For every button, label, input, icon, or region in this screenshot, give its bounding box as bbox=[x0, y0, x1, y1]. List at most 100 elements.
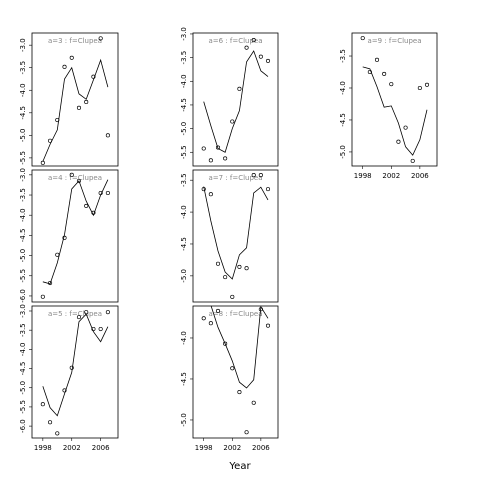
y-tick-label: -6.0 bbox=[19, 419, 27, 433]
y-tick-label: -5.0 bbox=[180, 122, 188, 136]
y-tick-label: -4.5 bbox=[180, 98, 188, 112]
data-point bbox=[230, 366, 235, 371]
data-point bbox=[98, 326, 103, 332]
data-point bbox=[389, 82, 394, 87]
data-point bbox=[55, 431, 60, 436]
data-point bbox=[417, 85, 422, 91]
plot-area bbox=[40, 36, 110, 165]
data-point bbox=[403, 125, 408, 130]
data-point bbox=[62, 64, 67, 69]
panel-title: a=3 : f=Clupea bbox=[48, 37, 102, 45]
panel-frame bbox=[192, 169, 279, 303]
data-point bbox=[40, 294, 45, 299]
x-tick-label: 1998 bbox=[34, 444, 52, 452]
y-tick-label: -4.0 bbox=[19, 208, 27, 222]
x-tick-label: 2002 bbox=[382, 172, 400, 180]
data-point bbox=[76, 315, 82, 320]
plot-area bbox=[360, 36, 430, 163]
data-point bbox=[91, 74, 96, 79]
y-tick-label: -4.5 bbox=[339, 113, 347, 127]
y-tick-label: -4.5 bbox=[19, 106, 27, 120]
y-tick-label: -5.5 bbox=[180, 145, 188, 159]
x-tick-label: 2006 bbox=[252, 444, 270, 452]
plot-area bbox=[201, 173, 271, 299]
y-tick-label: -3.5 bbox=[19, 188, 27, 202]
panel-title: a=7 : f=Clupea bbox=[208, 174, 262, 182]
data-point bbox=[237, 86, 242, 91]
y-tick-label: -5.0 bbox=[19, 129, 27, 143]
panel-title: a=4 : f=Clupea bbox=[48, 174, 102, 182]
data-point bbox=[105, 190, 110, 196]
y-tick-label: -3.0 bbox=[180, 27, 188, 41]
panel-title: a=6 : f=Clupea bbox=[208, 37, 262, 45]
data-point bbox=[396, 139, 401, 144]
data-point bbox=[105, 133, 110, 138]
plot-area bbox=[40, 310, 110, 436]
data-point bbox=[265, 58, 271, 63]
y-tick-label: -5.0 bbox=[19, 381, 27, 395]
y-tick-label: -4.5 bbox=[180, 237, 188, 251]
panel-frame bbox=[31, 305, 119, 439]
data-point bbox=[201, 146, 206, 151]
data-point bbox=[62, 388, 67, 393]
data-point bbox=[424, 82, 430, 87]
y-tick-label: -3.5 bbox=[180, 173, 188, 187]
panel-title: a=8 : f=Clupea bbox=[208, 310, 262, 318]
panel-frame bbox=[192, 305, 279, 439]
y-tick-label: -5.5 bbox=[19, 151, 27, 165]
data-point bbox=[208, 321, 213, 326]
data-point bbox=[410, 158, 415, 163]
data-point bbox=[237, 264, 242, 269]
y-tick-label: -5.5 bbox=[19, 269, 27, 283]
fitted-line bbox=[42, 58, 109, 162]
panel-frame bbox=[31, 32, 119, 167]
data-point bbox=[201, 316, 206, 321]
data-point bbox=[69, 172, 74, 177]
plot-area bbox=[201, 306, 271, 435]
y-tick-label: -3.5 bbox=[19, 61, 27, 75]
data-point bbox=[244, 266, 249, 271]
x-tick-label: 2006 bbox=[411, 172, 429, 180]
data-point bbox=[223, 341, 228, 346]
data-point bbox=[208, 192, 213, 197]
y-tick-label: -3.5 bbox=[19, 323, 27, 337]
y-tick-label: -4.0 bbox=[180, 205, 188, 219]
y-tick-label: -4.5 bbox=[180, 372, 188, 386]
x-axis-label: Year bbox=[228, 461, 251, 472]
x-tick-label: 1998 bbox=[354, 172, 372, 180]
panel-title: a=5 : f=Clupea bbox=[48, 310, 102, 318]
x-tick-label: 2002 bbox=[63, 444, 81, 452]
data-point bbox=[76, 105, 82, 110]
y-tick-label: -5.0 bbox=[19, 249, 27, 263]
fitted-line bbox=[203, 50, 269, 153]
data-point bbox=[215, 261, 221, 266]
x-tick-label: 2002 bbox=[223, 444, 241, 452]
y-tick-label: -4.0 bbox=[339, 81, 347, 95]
plot-area bbox=[201, 38, 271, 163]
y-tick-label: -5.0 bbox=[180, 413, 188, 427]
data-point bbox=[84, 99, 89, 105]
panel-frame bbox=[351, 32, 438, 167]
fitted-line bbox=[42, 179, 109, 285]
data-point bbox=[208, 158, 213, 163]
y-tick-label: -3.0 bbox=[19, 38, 27, 52]
y-tick-label: -3.5 bbox=[339, 49, 347, 63]
data-point bbox=[84, 203, 89, 208]
y-tick-label: -4.5 bbox=[19, 362, 27, 376]
data-point bbox=[258, 54, 263, 59]
data-point bbox=[237, 390, 242, 395]
y-tick-label: -5.0 bbox=[180, 269, 188, 283]
data-point bbox=[265, 323, 271, 328]
y-tick-label: -3.0 bbox=[19, 168, 27, 182]
y-tick-label: -6.0 bbox=[19, 289, 27, 303]
y-tick-label: -4.0 bbox=[19, 83, 27, 97]
data-point bbox=[360, 36, 365, 41]
fitted-line bbox=[362, 66, 428, 156]
plot-area bbox=[40, 172, 110, 299]
data-point bbox=[215, 308, 221, 313]
data-point bbox=[230, 119, 235, 124]
panel-frame bbox=[192, 32, 279, 167]
data-point bbox=[244, 45, 249, 50]
data-point bbox=[251, 400, 256, 405]
y-tick-label: -4.5 bbox=[19, 229, 27, 243]
